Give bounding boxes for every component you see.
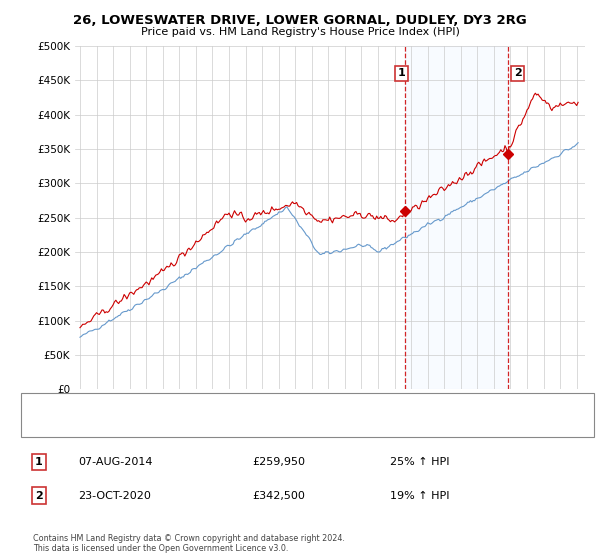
Text: £259,950: £259,950 xyxy=(252,457,305,467)
Text: 2: 2 xyxy=(35,491,43,501)
Bar xyxy=(404,46,508,389)
Text: 25% ↑ HPI: 25% ↑ HPI xyxy=(390,457,449,467)
Text: £342,500: £342,500 xyxy=(252,491,305,501)
Text: 07-AUG-2014: 07-AUG-2014 xyxy=(78,457,152,467)
Text: 23-OCT-2020: 23-OCT-2020 xyxy=(78,491,151,501)
Text: Contains HM Land Registry data © Crown copyright and database right 2024.
This d: Contains HM Land Registry data © Crown c… xyxy=(33,534,345,553)
Text: HPI: Average price, detached house, Dudley: HPI: Average price, detached house, Dudl… xyxy=(69,418,284,428)
Text: 26, LOWESWATER DRIVE, LOWER GORNAL, DUDLEY, DY3 2RG (detached house): 26, LOWESWATER DRIVE, LOWER GORNAL, DUDL… xyxy=(69,402,460,412)
Text: 19% ↑ HPI: 19% ↑ HPI xyxy=(390,491,449,501)
Text: 2: 2 xyxy=(514,68,521,78)
Text: 1: 1 xyxy=(397,68,405,78)
Text: 1: 1 xyxy=(35,457,43,467)
Text: 26, LOWESWATER DRIVE, LOWER GORNAL, DUDLEY, DY3 2RG: 26, LOWESWATER DRIVE, LOWER GORNAL, DUDL… xyxy=(73,14,527,27)
Text: Price paid vs. HM Land Registry's House Price Index (HPI): Price paid vs. HM Land Registry's House … xyxy=(140,27,460,37)
